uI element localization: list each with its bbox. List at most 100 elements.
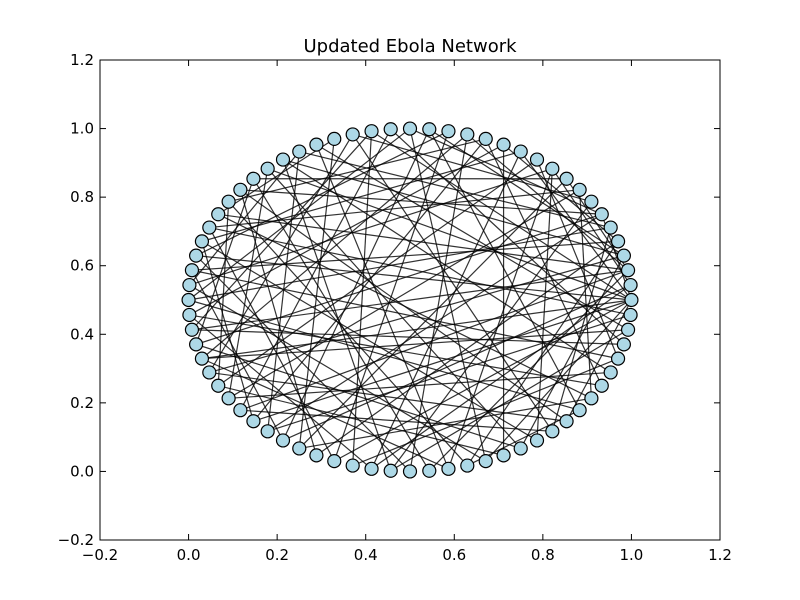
- network-edge: [218, 385, 504, 456]
- network-node: [478, 453, 493, 469]
- network-edge: [390, 201, 592, 472]
- y-tick-label: 1.0: [70, 120, 94, 138]
- network-edge: [428, 128, 625, 257]
- network-edge: [209, 226, 631, 316]
- network-edge: [333, 130, 450, 462]
- network-edge: [253, 299, 632, 422]
- network-edge: [217, 159, 538, 387]
- network-edge: [195, 343, 521, 450]
- network-edge: [201, 240, 538, 441]
- network-edge: [299, 150, 611, 229]
- plot-frame: [99, 59, 721, 541]
- network-edge: [189, 314, 602, 387]
- network-edge: [267, 314, 631, 432]
- y-tick-label: 0.2: [70, 394, 94, 412]
- x-tick-label: 1.2: [708, 546, 732, 564]
- network-node: [603, 365, 618, 380]
- network-node: [616, 248, 631, 263]
- network-edge: [428, 128, 581, 411]
- x-tick-label: 0.0: [177, 546, 201, 564]
- network-node: [202, 220, 217, 235]
- network-node: [603, 220, 618, 235]
- network-node: [559, 171, 574, 186]
- network-edge: [196, 255, 632, 301]
- network-edge: [390, 128, 625, 345]
- network-edge: [390, 329, 629, 472]
- network-edge: [485, 299, 632, 462]
- network-node: [194, 351, 210, 366]
- network-edge: [299, 397, 592, 450]
- x-tick-label: 0.8: [531, 546, 555, 564]
- network-edge: [579, 189, 592, 399]
- network-edge: [282, 128, 430, 441]
- network-node: [610, 234, 626, 249]
- network-edge: [188, 299, 580, 411]
- network-edge: [240, 269, 629, 411]
- network-node: [211, 207, 226, 222]
- network-edge: [282, 284, 631, 441]
- network-node: [572, 403, 587, 418]
- network-node: [623, 277, 638, 293]
- network-edge: [298, 178, 567, 449]
- network-edge: [191, 329, 624, 345]
- network-node: [275, 152, 291, 167]
- network-edge: [239, 128, 392, 411]
- network-node: [594, 378, 609, 393]
- network-node: [345, 127, 360, 142]
- network-node: [309, 448, 324, 463]
- network-edge: [240, 189, 602, 215]
- network-node: [327, 453, 342, 469]
- network-edge: [282, 159, 612, 373]
- network-node: [584, 391, 599, 406]
- network-edge: [191, 130, 372, 331]
- network-edge: [228, 371, 611, 399]
- y-tick-label: −0.2: [58, 531, 94, 549]
- network-node: [181, 292, 196, 308]
- network-node: [309, 137, 324, 152]
- nodes-layer: [181, 121, 639, 479]
- network-edge: [208, 227, 335, 462]
- x-tick-label: 0.4: [354, 546, 378, 564]
- network-node: [246, 171, 261, 186]
- network-node: [572, 182, 587, 197]
- network-node: [383, 122, 398, 137]
- x-tick-label: 1.0: [619, 546, 643, 564]
- network-edge: [267, 168, 522, 449]
- edges-layer: [188, 128, 632, 472]
- network-node: [182, 277, 197, 293]
- network-edge: [252, 138, 487, 422]
- network-node: [594, 207, 609, 222]
- network-edge: [195, 130, 449, 257]
- network-edge: [352, 358, 619, 467]
- network-node: [364, 124, 379, 139]
- network-node: [623, 307, 638, 323]
- network-edge: [188, 226, 611, 301]
- network-node: [441, 124, 456, 139]
- network-node: [545, 424, 560, 439]
- network-node: [545, 161, 560, 176]
- network-node: [402, 121, 418, 136]
- network-node: [529, 152, 545, 167]
- network-edge: [447, 168, 553, 470]
- network-edge: [315, 144, 450, 470]
- network-node: [513, 144, 528, 159]
- network-node: [496, 448, 511, 463]
- network-node: [246, 414, 261, 429]
- x-tick-label: 0.6: [442, 546, 466, 564]
- network-node: [233, 403, 248, 418]
- network-edge: [409, 128, 603, 215]
- network-node: [202, 365, 217, 380]
- network-edge: [352, 134, 553, 432]
- network-edge: [217, 201, 230, 386]
- network-edge: [217, 213, 592, 399]
- network-edge: [536, 159, 619, 359]
- network-node: [441, 461, 456, 476]
- x-tick-label: −0.2: [82, 546, 118, 564]
- network-node: [364, 461, 379, 476]
- ticks-layer: −0.2 0.0 0.2 0.4 0.6 0.8 1.0 1.2 −0.2 0.0 0.2 0.4 0.…: [58, 51, 732, 564]
- network-edge: [191, 269, 629, 331]
- network-edge: [485, 138, 603, 386]
- network-edge: [298, 138, 335, 449]
- network-node: [610, 351, 626, 366]
